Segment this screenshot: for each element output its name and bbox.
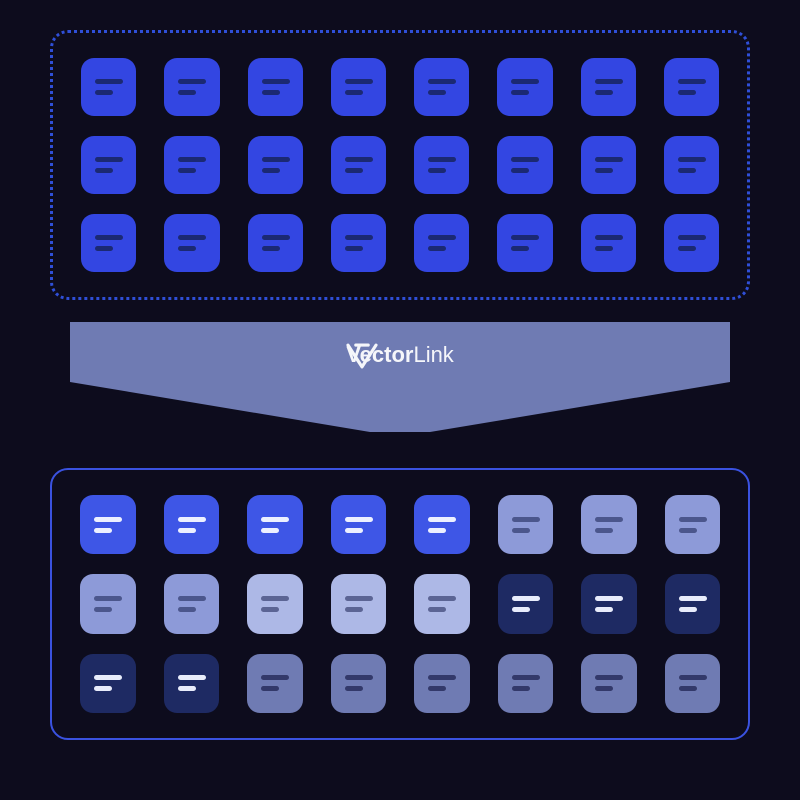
source-tile <box>81 214 136 272</box>
output-tile <box>498 654 554 713</box>
source-tile <box>248 136 303 194</box>
output-tile <box>414 654 470 713</box>
output-tile <box>247 654 303 713</box>
output-tile <box>414 574 470 633</box>
output-tile <box>665 495 721 554</box>
source-tile <box>248 214 303 272</box>
output-tile <box>665 574 721 633</box>
output-tile <box>665 654 721 713</box>
output-grid <box>80 495 720 713</box>
output-panel <box>50 468 750 740</box>
source-tile <box>414 136 469 194</box>
source-tile <box>164 58 219 116</box>
source-tile <box>331 214 386 272</box>
output-tile <box>164 495 220 554</box>
source-tile <box>664 58 719 116</box>
source-tile <box>581 58 636 116</box>
source-tile <box>414 214 469 272</box>
output-tile <box>247 495 303 554</box>
source-tile <box>164 136 219 194</box>
source-tile <box>581 214 636 272</box>
output-tile <box>581 574 637 633</box>
output-tile <box>498 495 554 554</box>
source-tile <box>497 58 552 116</box>
output-tile <box>80 654 136 713</box>
source-tile <box>81 136 136 194</box>
output-tile <box>164 654 220 713</box>
brand-logo-icon <box>346 342 378 370</box>
source-tile <box>248 58 303 116</box>
source-panel <box>50 30 750 300</box>
source-tile <box>164 214 219 272</box>
output-tile <box>331 654 387 713</box>
output-tile <box>331 495 387 554</box>
source-tile <box>497 136 552 194</box>
source-tile <box>664 136 719 194</box>
output-tile <box>581 495 637 554</box>
output-tile <box>331 574 387 633</box>
source-tile <box>331 136 386 194</box>
output-tile <box>414 495 470 554</box>
output-tile <box>80 574 136 633</box>
source-tile <box>414 58 469 116</box>
connector: VectorLink <box>70 322 730 446</box>
source-grid <box>81 58 719 272</box>
connector-label: VectorLink <box>346 342 454 368</box>
source-tile <box>581 136 636 194</box>
output-tile <box>164 574 220 633</box>
output-tile <box>498 574 554 633</box>
output-tile <box>80 495 136 554</box>
output-tile <box>581 654 637 713</box>
connector-shape <box>70 322 730 446</box>
source-tile <box>497 214 552 272</box>
source-tile <box>81 58 136 116</box>
source-tile <box>331 58 386 116</box>
source-tile <box>664 214 719 272</box>
output-tile <box>247 574 303 633</box>
